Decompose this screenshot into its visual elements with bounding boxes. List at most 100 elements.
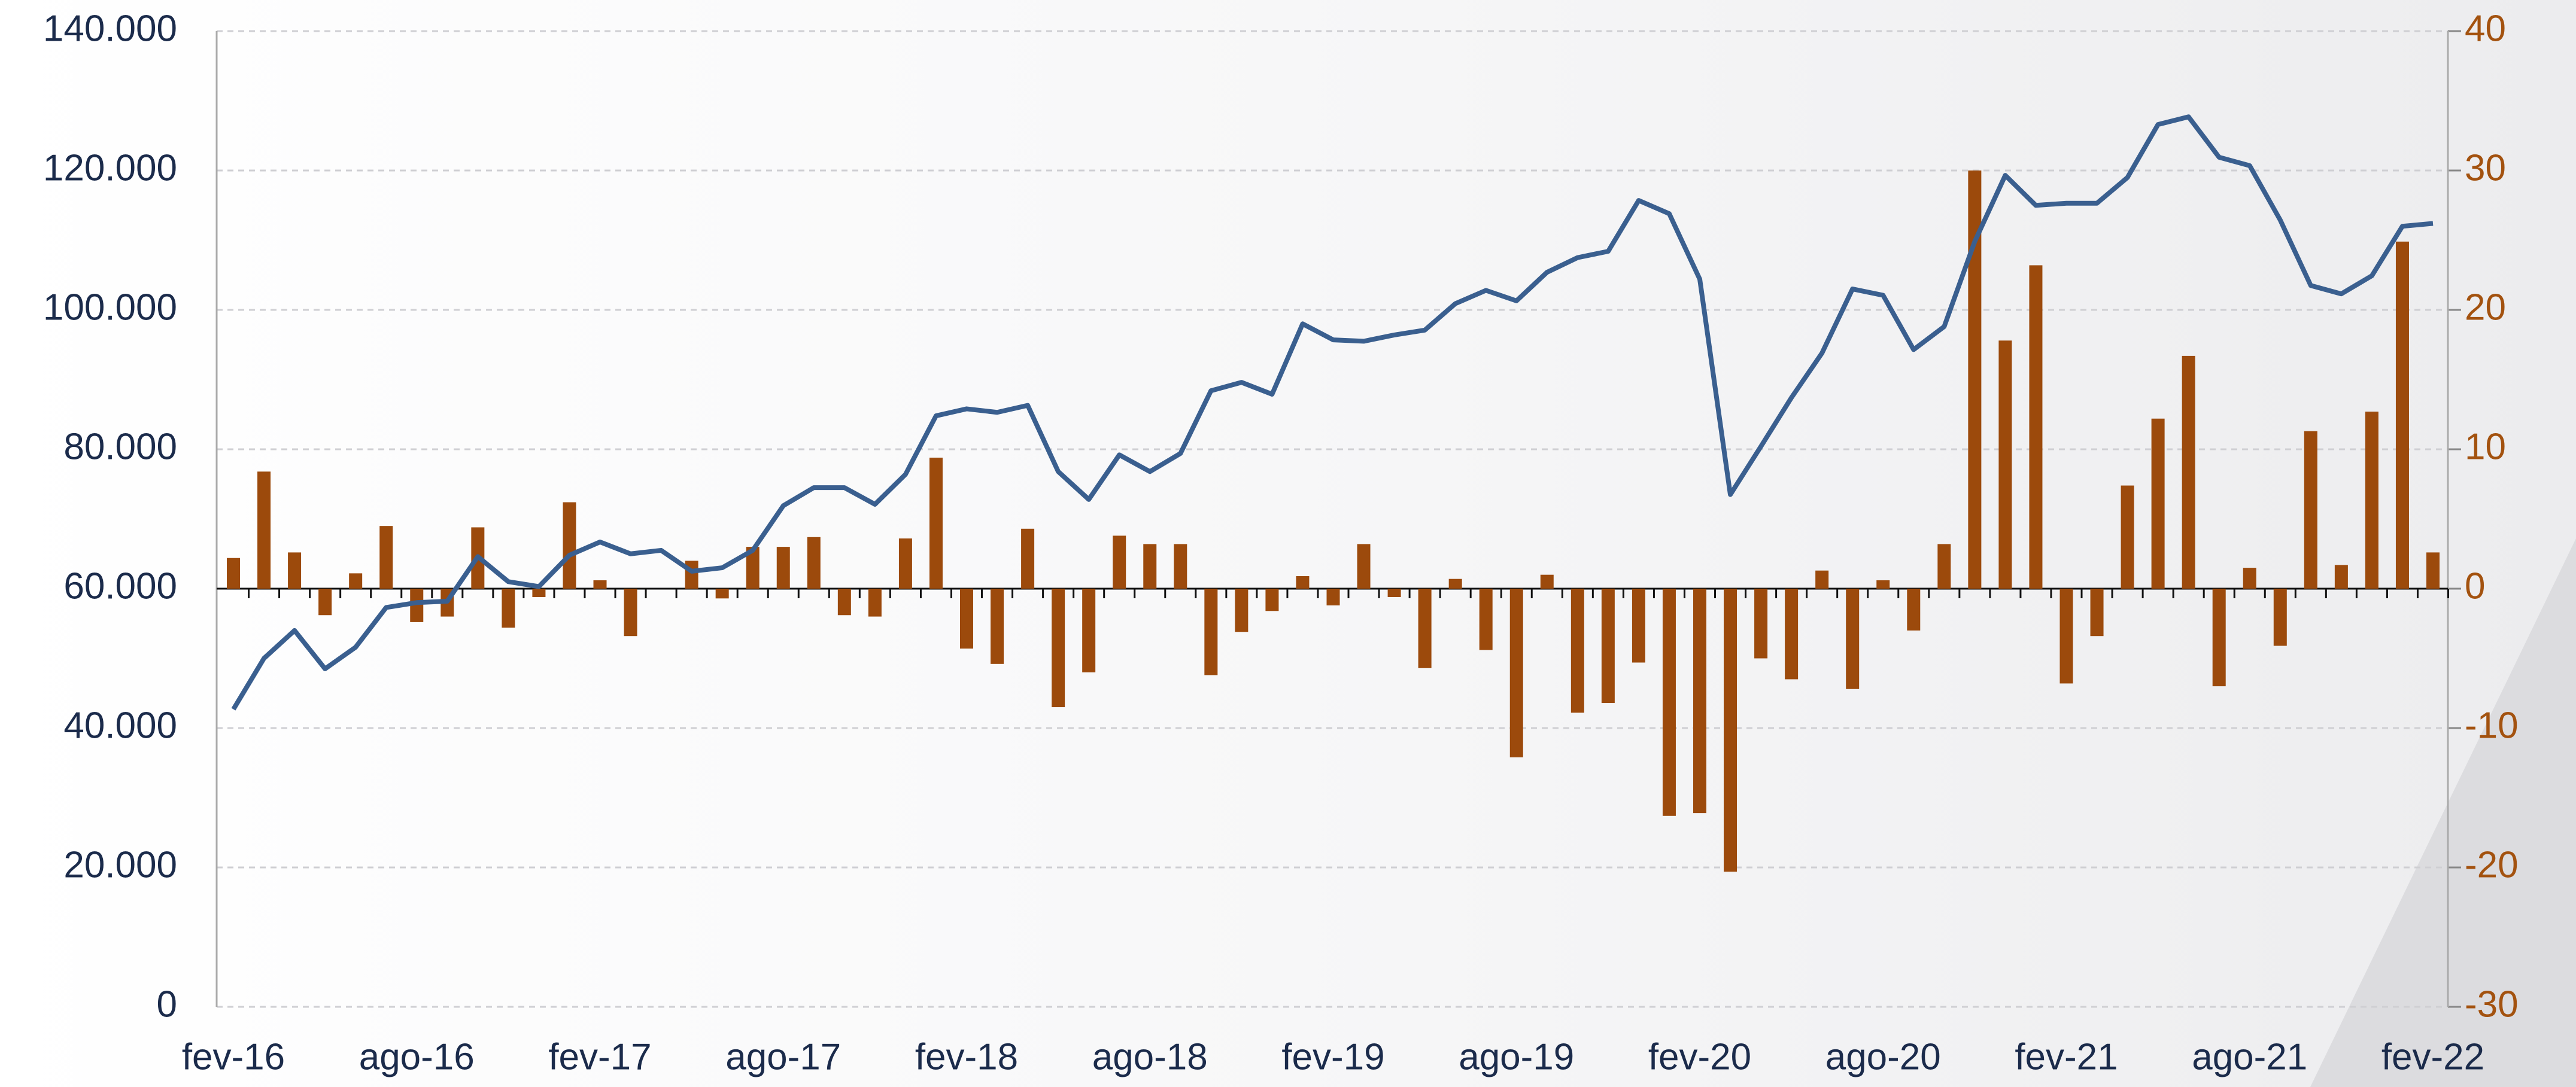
bar bbox=[1785, 589, 1799, 680]
bar bbox=[1326, 589, 1340, 605]
bar bbox=[288, 552, 302, 589]
y-tick-label: 40.000 bbox=[63, 705, 177, 746]
bar bbox=[685, 561, 698, 589]
y2-tick-label: -10 bbox=[2465, 705, 2519, 746]
bar bbox=[1754, 589, 1768, 659]
bar bbox=[1357, 544, 1371, 589]
bar bbox=[1509, 589, 1523, 757]
x-tick-label: ago-18 bbox=[1092, 1036, 1208, 1077]
bar bbox=[1570, 589, 1584, 713]
bar bbox=[593, 580, 607, 589]
y2-tick-label: 0 bbox=[2465, 565, 2485, 607]
bar bbox=[2182, 355, 2195, 589]
y2-tick-label: 40 bbox=[2465, 8, 2506, 49]
bar bbox=[807, 537, 821, 589]
bar bbox=[227, 558, 240, 589]
bar bbox=[837, 589, 851, 616]
x-tick-label: fev-17 bbox=[548, 1036, 651, 1077]
y2-tick-label: 10 bbox=[2465, 426, 2506, 467]
bar bbox=[1296, 576, 1310, 589]
bar bbox=[1021, 528, 1035, 589]
y-tick-label: 120.000 bbox=[43, 147, 177, 188]
bar bbox=[868, 589, 882, 617]
x-tick-label: ago-21 bbox=[2192, 1036, 2307, 1077]
bar bbox=[1876, 580, 1890, 589]
y-tick-label: 60.000 bbox=[63, 565, 177, 607]
bar bbox=[257, 471, 271, 589]
bar bbox=[1937, 544, 1951, 589]
bar bbox=[715, 589, 729, 599]
bar bbox=[2151, 418, 2165, 589]
y2-tick-label: -30 bbox=[2465, 984, 2519, 1025]
bar bbox=[1968, 170, 1982, 589]
bar bbox=[1846, 589, 1860, 689]
y-tick-label: 0 bbox=[157, 984, 177, 1025]
x-tick-label: ago-17 bbox=[725, 1036, 841, 1077]
bar bbox=[624, 589, 637, 637]
bar bbox=[960, 589, 973, 649]
bar bbox=[1052, 589, 1065, 708]
bar bbox=[1387, 589, 1401, 597]
bar bbox=[2273, 589, 2287, 646]
bar bbox=[349, 573, 363, 589]
x-tick-label: fev-18 bbox=[915, 1036, 1018, 1077]
bar bbox=[1632, 589, 1645, 663]
bar bbox=[991, 589, 1004, 664]
bar bbox=[1235, 589, 1248, 632]
bar bbox=[1204, 589, 1218, 675]
bar bbox=[2090, 589, 2104, 637]
bar bbox=[2334, 565, 2348, 589]
bar bbox=[2212, 589, 2226, 687]
bar bbox=[2029, 265, 2043, 589]
bar bbox=[2426, 552, 2440, 589]
bar bbox=[410, 589, 424, 622]
bar bbox=[1082, 589, 1096, 672]
x-tick-label: ago-20 bbox=[1825, 1036, 1941, 1077]
x-tick-label: fev-20 bbox=[1648, 1036, 1751, 1077]
bar bbox=[1693, 589, 1706, 814]
y-tick-label: 20.000 bbox=[63, 844, 177, 885]
y2-tick-label: 30 bbox=[2465, 147, 2506, 188]
y2-tick-label: 20 bbox=[2465, 287, 2506, 328]
bar bbox=[2121, 485, 2134, 589]
bar bbox=[502, 589, 515, 628]
bar bbox=[1815, 570, 1829, 589]
bar bbox=[1174, 544, 1187, 589]
bar bbox=[1265, 589, 1279, 611]
bar bbox=[2304, 431, 2317, 589]
bar bbox=[1662, 589, 1676, 816]
bar bbox=[2365, 412, 2378, 589]
bar bbox=[532, 589, 546, 597]
x-tick-label: fev-21 bbox=[2015, 1036, 2118, 1077]
bar bbox=[1418, 589, 1432, 668]
bar bbox=[1113, 535, 1126, 589]
x-tick-label: fev-22 bbox=[2381, 1036, 2484, 1077]
y-tick-label: 80.000 bbox=[63, 426, 177, 467]
bar bbox=[1998, 340, 2012, 589]
bar bbox=[1143, 544, 1157, 589]
x-tick-label: fev-16 bbox=[182, 1036, 285, 1077]
bar bbox=[1540, 574, 1554, 589]
x-tick-label: ago-16 bbox=[359, 1036, 475, 1077]
bar bbox=[1479, 589, 1493, 650]
bar bbox=[929, 457, 943, 589]
bar bbox=[318, 589, 332, 616]
x-tick-label: fev-19 bbox=[1281, 1036, 1384, 1077]
bar bbox=[898, 538, 912, 589]
bar bbox=[563, 502, 576, 589]
bar bbox=[379, 526, 393, 589]
bar bbox=[1448, 578, 1462, 589]
bar bbox=[1724, 589, 1737, 872]
decor bbox=[2310, 538, 2576, 1087]
bar bbox=[1907, 589, 1921, 631]
bar bbox=[746, 547, 760, 589]
bar bbox=[776, 547, 790, 589]
line bbox=[231, 114, 2434, 711]
x-tick-label: ago-19 bbox=[1459, 1036, 1574, 1077]
bar bbox=[2243, 568, 2256, 589]
bar bbox=[2059, 589, 2073, 684]
y-tick-label: 140.000 bbox=[43, 8, 177, 49]
bar bbox=[1601, 589, 1615, 704]
